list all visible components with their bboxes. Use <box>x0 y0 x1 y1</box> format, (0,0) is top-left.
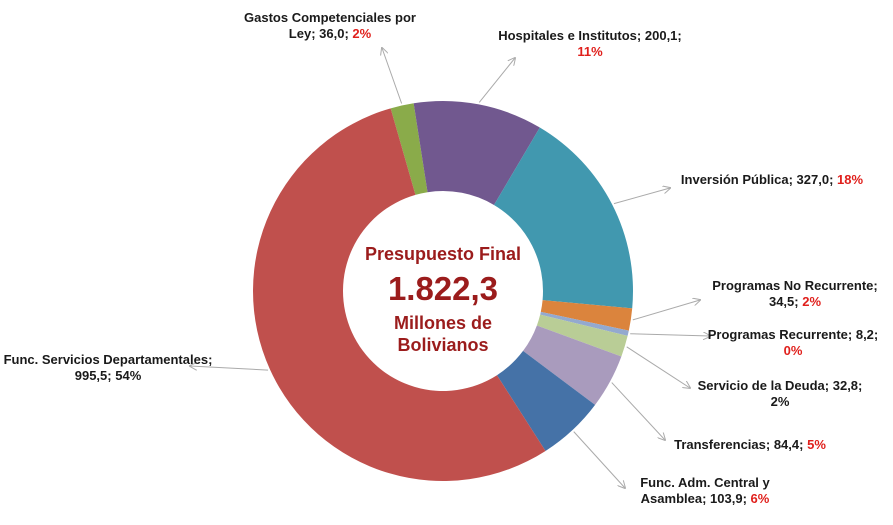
donut-segment <box>493 127 633 309</box>
separator: ; <box>847 327 856 342</box>
separator: ; <box>829 172 838 187</box>
category-name: Programas Recurrente <box>707 327 848 342</box>
donut-segment <box>413 101 540 205</box>
value-label: 32,8 <box>832 378 859 393</box>
percent-label: 0% <box>783 343 803 358</box>
leader-line <box>630 334 710 336</box>
separator: ; <box>344 26 353 41</box>
category-name: Hospitales e Institutos <box>498 28 637 43</box>
donut-segment <box>540 311 629 336</box>
segment-label: Programas No Recurrente; 34,5; 2% <box>710 278 880 310</box>
value-label: 34,5 <box>768 294 795 309</box>
donut-segment <box>496 350 596 451</box>
segment-label: Func. Adm. Central y Asamblea; 103,9; 6% <box>615 475 795 507</box>
leader-line <box>611 382 665 440</box>
category-name: Transferencias <box>674 437 766 452</box>
percent-label: 2% <box>770 394 790 409</box>
percent-label: 18% <box>837 172 864 187</box>
separator: ; <box>799 437 808 452</box>
leader-line <box>190 366 269 371</box>
separator: ; <box>636 28 645 43</box>
percent-label: 2% <box>352 26 372 41</box>
category-name: Gastos Competenciales por Ley <box>244 10 416 41</box>
category-name: Func. Servicios Departamentales <box>3 352 209 367</box>
separator: ; <box>794 294 803 309</box>
segment-label: Programas Recurrente; 8,2; 0% <box>706 327 881 359</box>
separator: ; <box>858 378 863 393</box>
separator: ; <box>788 172 797 187</box>
separator: ; <box>765 437 774 452</box>
leader-line <box>613 188 670 205</box>
separator: ; <box>208 352 213 367</box>
leader-line <box>626 346 690 388</box>
segment-label: Inversión Pública; 327,0; 18% <box>672 172 872 188</box>
separator: ; <box>824 378 833 393</box>
separator: ; <box>311 26 320 41</box>
donut-segment <box>540 300 633 331</box>
category-name: Inversión Pública <box>680 172 789 187</box>
value-label: 36,0 <box>319 26 345 41</box>
percent-label: 11% <box>577 44 603 59</box>
donut-segment <box>253 108 546 481</box>
value-label: 200,1 <box>644 28 678 43</box>
category-name: Servicio de la Deuda <box>697 378 825 393</box>
value-label: 84,4 <box>773 437 800 452</box>
percent-label: 6% <box>750 491 770 506</box>
segment-label: Func. Servicios Departamentales; 995,5; … <box>3 352 213 384</box>
percent-label: 2% <box>802 294 822 309</box>
leader-line <box>632 300 700 321</box>
separator: ; <box>873 278 878 293</box>
percent-label: 54% <box>115 368 142 383</box>
segment-label: Hospitales e Institutos; 200,1; 11% <box>490 28 690 60</box>
donut-segment <box>536 314 628 357</box>
donut-segment <box>523 325 622 405</box>
separator: ; <box>702 491 711 506</box>
separator: ; <box>677 28 682 43</box>
separator: ; <box>742 491 751 506</box>
segment-label: Transferencias; 84,4; 5% <box>650 437 850 453</box>
percent-label: 5% <box>807 437 826 452</box>
segment-label: Gastos Competenciales por Ley; 36,0; 2% <box>230 10 430 42</box>
value-label: 103,9 <box>710 491 743 506</box>
category-name: Func. Adm. Central y Asamblea <box>640 475 770 506</box>
separator: ; <box>873 327 879 342</box>
category-name: Programas No Recurrente <box>712 278 874 293</box>
value-label: 327,0 <box>796 172 830 187</box>
center-title: Presupuesto Final <box>364 244 522 264</box>
value-label: 8,2 <box>855 327 874 342</box>
value-label: 995,5 <box>74 368 108 383</box>
segment-label: Servicio de la Deuda; 32,8; 2% <box>695 378 865 410</box>
center-subtitle: Millones de Bolivianos <box>393 313 492 355</box>
leader-line <box>573 431 625 488</box>
leader-line <box>382 48 403 104</box>
leader-line <box>478 58 515 103</box>
separator: ; <box>107 368 116 383</box>
center-value: 1.822,3 <box>387 270 499 307</box>
donut-segment <box>390 103 428 195</box>
